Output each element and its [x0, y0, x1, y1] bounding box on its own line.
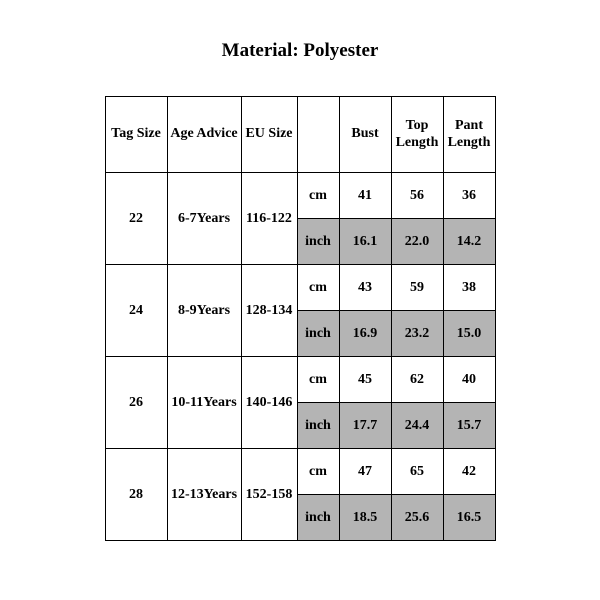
- cell-pant: 42: [443, 449, 495, 495]
- cell-top: 22.0: [391, 219, 443, 265]
- col-header-bust: Bust: [339, 97, 391, 173]
- cell-age: 10-11Years: [167, 357, 241, 449]
- cell-age: 6-7Years: [167, 173, 241, 265]
- cell-tag: 26: [105, 357, 167, 449]
- cell-top: 59: [391, 265, 443, 311]
- cell-unit: inch: [297, 403, 339, 449]
- cell-top: 65: [391, 449, 443, 495]
- cell-top: 24.4: [391, 403, 443, 449]
- cell-unit: inch: [297, 495, 339, 541]
- page-title: Material: Polyester: [0, 40, 600, 62]
- cell-bust: 47: [339, 449, 391, 495]
- cell-unit: cm: [297, 449, 339, 495]
- cell-top: 62: [391, 357, 443, 403]
- cell-bust: 18.5: [339, 495, 391, 541]
- cell-pant: 40: [443, 357, 495, 403]
- cell-age: 8-9Years: [167, 265, 241, 357]
- cell-bust: 45: [339, 357, 391, 403]
- cell-eu: 152-158: [241, 449, 297, 541]
- cell-bust: 43: [339, 265, 391, 311]
- col-header-age: Age Advice: [167, 97, 241, 173]
- cell-unit: cm: [297, 357, 339, 403]
- table-row: 22 6-7Years 116-122 cm 41 56 36: [105, 173, 495, 219]
- cell-top: 56: [391, 173, 443, 219]
- cell-pant: 14.2: [443, 219, 495, 265]
- cell-pant: 15.0: [443, 311, 495, 357]
- page: Material: Polyester Tag Size Age Advice …: [0, 0, 600, 600]
- cell-tag: 24: [105, 265, 167, 357]
- cell-pant: 15.7: [443, 403, 495, 449]
- cell-bust: 16.9: [339, 311, 391, 357]
- cell-bust: 17.7: [339, 403, 391, 449]
- col-header-eu: EU Size: [241, 97, 297, 173]
- cell-age: 12-13Years: [167, 449, 241, 541]
- cell-pant: 36: [443, 173, 495, 219]
- col-header-unit: [297, 97, 339, 173]
- table-row: 28 12-13Years 152-158 cm 47 65 42: [105, 449, 495, 495]
- table-header-row: Tag Size Age Advice EU Size Bust Top Len…: [105, 97, 495, 173]
- col-header-tag: Tag Size: [105, 97, 167, 173]
- cell-top: 25.6: [391, 495, 443, 541]
- table-row: 24 8-9Years 128-134 cm 43 59 38: [105, 265, 495, 311]
- col-header-pant: Pant Length: [443, 97, 495, 173]
- cell-unit: inch: [297, 219, 339, 265]
- col-header-top: Top Length: [391, 97, 443, 173]
- table-row: 26 10-11Years 140-146 cm 45 62 40: [105, 357, 495, 403]
- cell-tag: 28: [105, 449, 167, 541]
- cell-eu: 116-122: [241, 173, 297, 265]
- cell-unit: cm: [297, 173, 339, 219]
- cell-tag: 22: [105, 173, 167, 265]
- cell-unit: cm: [297, 265, 339, 311]
- cell-unit: inch: [297, 311, 339, 357]
- cell-pant: 16.5: [443, 495, 495, 541]
- cell-bust: 16.1: [339, 219, 391, 265]
- cell-bust: 41: [339, 173, 391, 219]
- size-chart-table: Tag Size Age Advice EU Size Bust Top Len…: [105, 96, 496, 541]
- cell-eu: 140-146: [241, 357, 297, 449]
- cell-pant: 38: [443, 265, 495, 311]
- cell-eu: 128-134: [241, 265, 297, 357]
- cell-top: 23.2: [391, 311, 443, 357]
